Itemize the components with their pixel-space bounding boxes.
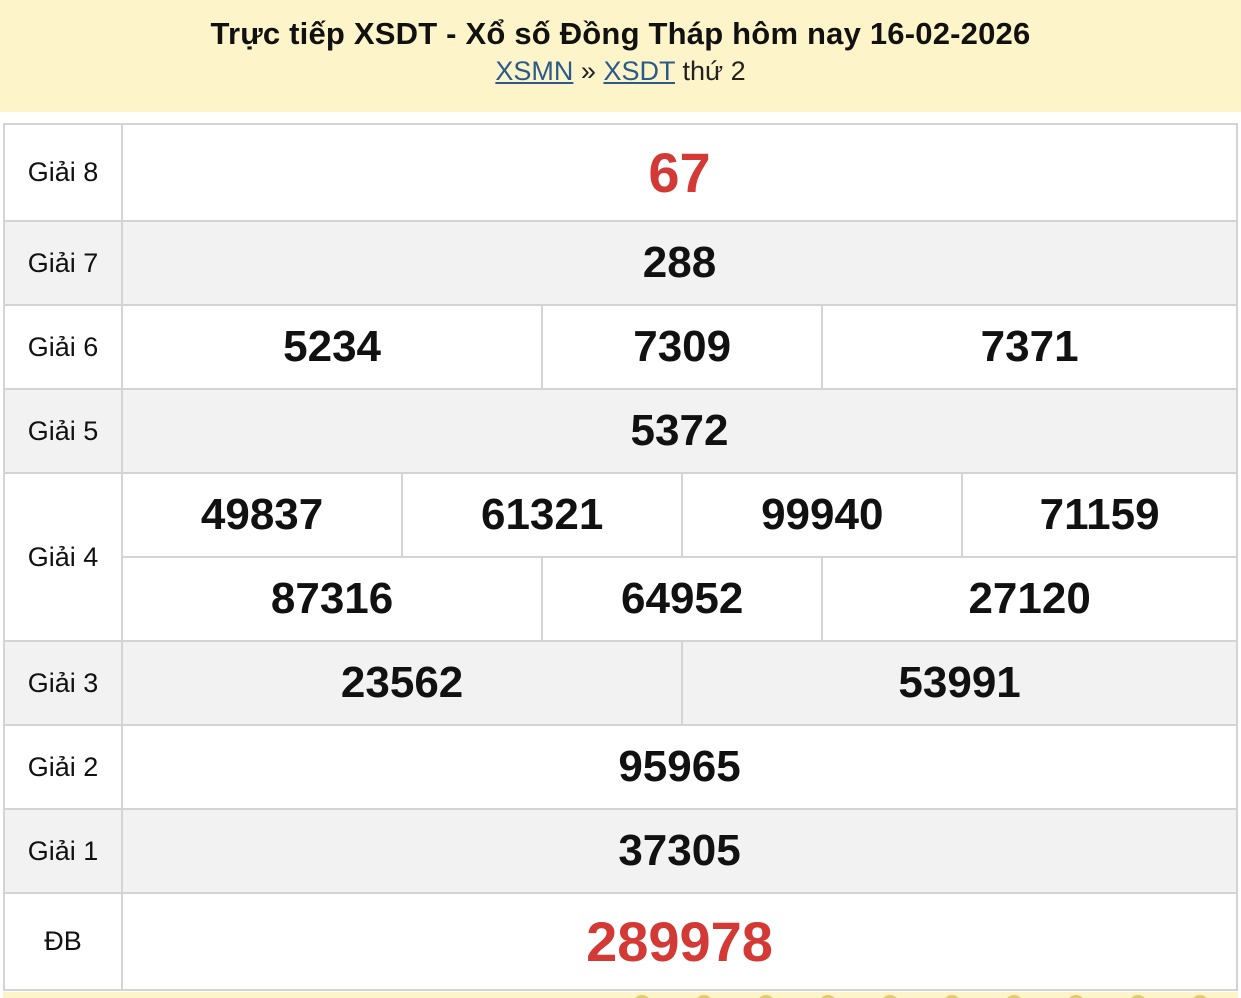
prize-number: 53991: [681, 640, 1238, 726]
prize-number: 23562: [120, 640, 684, 726]
prize-number: 87316: [120, 556, 544, 642]
row-giai-6: Giải 6 5234 7309 7371: [3, 304, 1238, 390]
loading-dots-row: [3, 992, 1238, 998]
prize-number: 5372: [121, 388, 1238, 474]
dot-icon: [1129, 995, 1147, 998]
row-giai-4-b: 87316 64952 27120: [4, 556, 1238, 642]
prize-label: Giải 3: [3, 640, 123, 726]
dot-icon: [1005, 995, 1023, 998]
prize-label: Giải 7: [3, 220, 123, 306]
prize-number: 99940: [681, 472, 964, 558]
breadcrumb-xsdt-link[interactable]: XSDT: [603, 56, 675, 86]
breadcrumb-xsmn-link[interactable]: XSMN: [495, 56, 574, 86]
row-giai-1: Giải 1 37305: [3, 808, 1238, 894]
prize-number: 5234: [120, 304, 544, 390]
dot-icon: [1067, 995, 1085, 998]
prize-label: ĐB: [3, 892, 123, 991]
prize-number: 289978: [121, 892, 1238, 991]
page-title: Trực tiếp XSDT - Xổ số Đồng Tháp hôm nay…: [210, 16, 1031, 51]
dot-icon: [943, 995, 961, 998]
dot-icon: [1191, 995, 1209, 998]
prize-number: 61321: [401, 472, 684, 558]
row-giai-dac-biet: ĐB 289978: [3, 892, 1238, 991]
prize-number: 27120: [821, 556, 1238, 642]
dot-icon: [695, 995, 713, 998]
prize-number: 7309: [541, 304, 824, 390]
prize-label: Giải 5: [3, 388, 123, 474]
prize-label: Giải 6: [3, 304, 123, 390]
row-giai-3: Giải 3 23562 53991: [3, 640, 1238, 726]
row-giai-4: Giải 4 49837 61321 99940 71159: [3, 472, 1238, 642]
prize-number: 49837: [120, 472, 404, 558]
prize-number: 288: [121, 220, 1238, 306]
prize-label: Giải 4: [3, 472, 123, 642]
row-giai-8: Giải 8 67: [3, 123, 1238, 222]
results-table: Giải 8 67 Giải 7 288 Giải 6 5234 7309 73…: [3, 123, 1238, 991]
dot-icon: [881, 995, 899, 998]
dot-icon: [819, 995, 837, 998]
prize-label: Giải 8: [3, 123, 123, 222]
page-header: Trực tiếp XSDT - Xổ số Đồng Tháp hôm nay…: [0, 0, 1241, 112]
breadcrumb-separator: »: [580, 56, 596, 86]
prize-number: 95965: [121, 724, 1238, 810]
dot-icon: [757, 995, 775, 998]
row-giai-7: Giải 7 288: [3, 220, 1238, 306]
prize-number: 67: [121, 123, 1238, 222]
prize-number: 37305: [121, 808, 1238, 894]
prize-label: Giải 2: [3, 724, 123, 810]
prize-number: 64952: [541, 556, 824, 642]
prize-number: 7371: [821, 304, 1238, 390]
prize-label: Giải 1: [3, 808, 123, 894]
breadcrumb-suffix: thứ 2: [682, 56, 746, 86]
dot-icon: [633, 995, 651, 998]
row-giai-2: Giải 2 95965: [3, 724, 1238, 810]
breadcrumb: XSMN » XSDT thứ 2: [0, 56, 1241, 87]
row-giai-5: Giải 5 5372: [3, 388, 1238, 474]
prize-number: 71159: [961, 472, 1238, 558]
